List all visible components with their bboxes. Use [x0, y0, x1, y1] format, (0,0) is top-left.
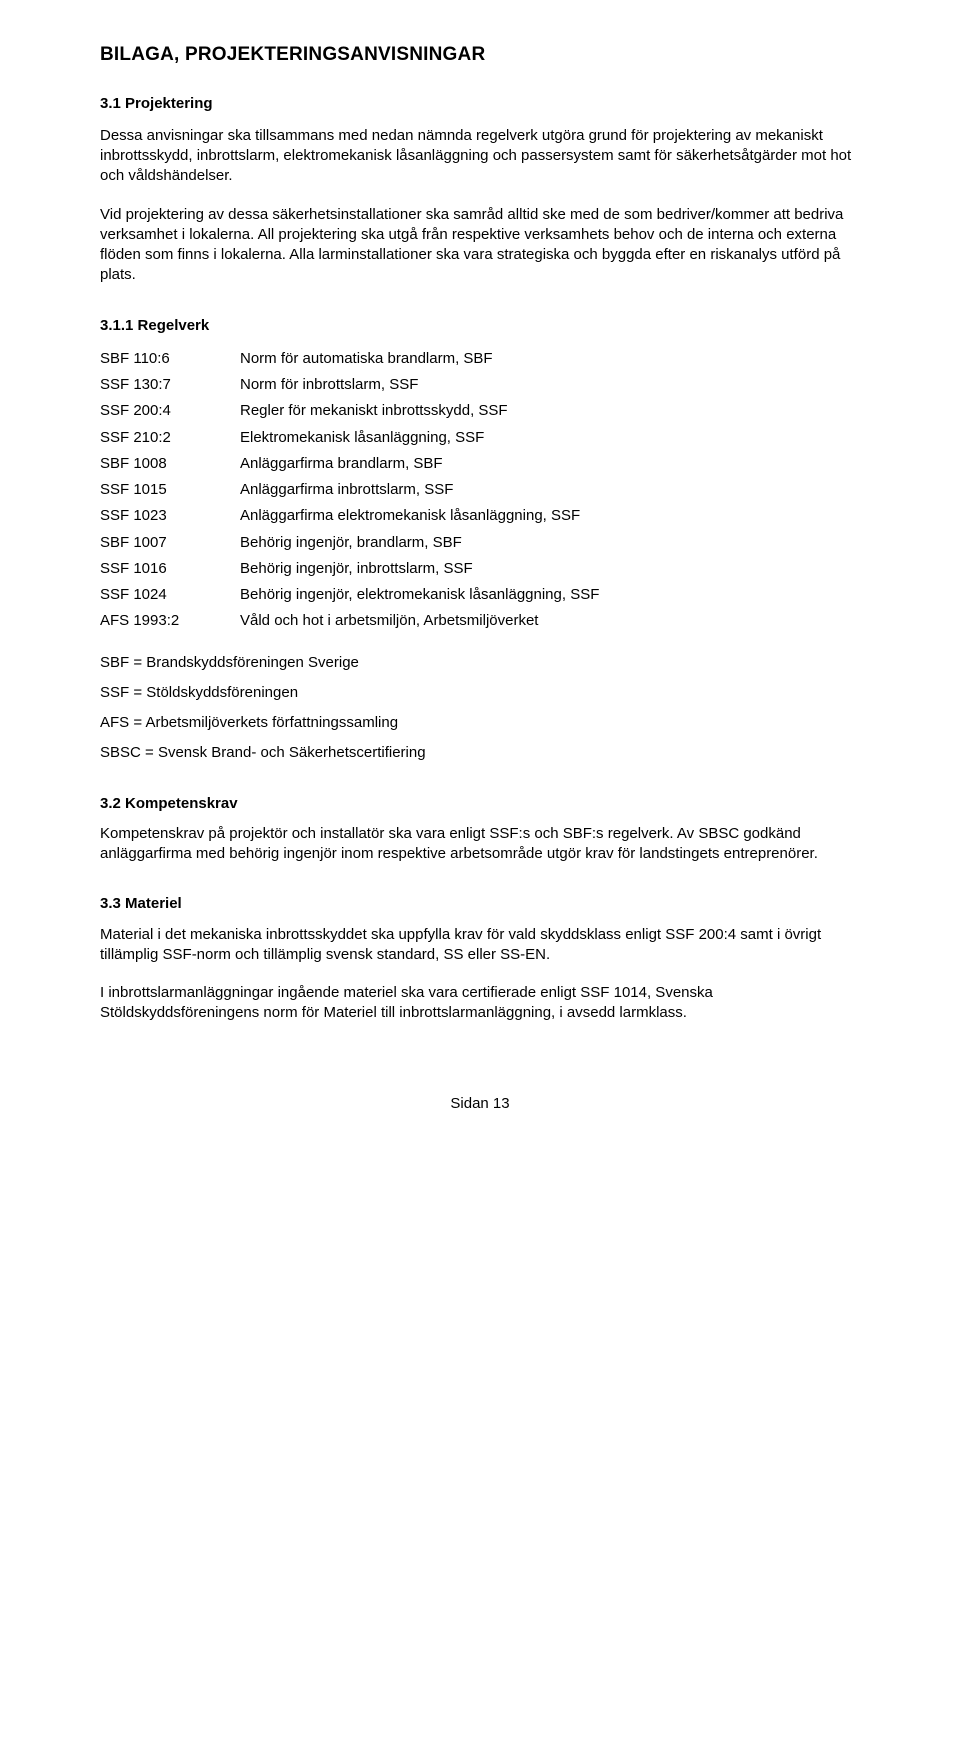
section-3-2: 3.2 Kompetenskrav Kompetenskrav på proje… — [100, 794, 860, 865]
regelverk-desc: Våld och hot i arbetsmiljön, Arbetsmiljö… — [240, 608, 599, 634]
document-title: BILAGA, PROJEKTERINGSANVISNINGAR — [100, 42, 860, 68]
table-row: SSF 200:4Regler för mekaniskt inbrottssk… — [100, 398, 599, 424]
abbreviation-line: AFS = Arbetsmiljöverkets författningssam… — [100, 713, 860, 733]
regelverk-code: SBF 1008 — [100, 451, 240, 477]
regelverk-code: SSF 1024 — [100, 582, 240, 608]
table-row: SSF 1023Anläggarfirma elektromekanisk lå… — [100, 503, 599, 529]
section-3-1-1: 3.1.1 Regelverk SBF 110:6Norm för automa… — [100, 316, 860, 764]
regelverk-desc: Regler för mekaniskt inbrottsskydd, SSF — [240, 398, 599, 424]
regelverk-code: SSF 1023 — [100, 503, 240, 529]
abbreviations-block: SBF = Brandskyddsföreningen Sverige SSF =… — [100, 653, 860, 764]
regelverk-code: SBF 1007 — [100, 530, 240, 556]
regelverk-desc: Behörig ingenjör, inbrottslarm, SSF — [240, 556, 599, 582]
table-row: SSF 1024Behörig ingenjör, elektromekanis… — [100, 582, 599, 608]
table-row: SBF 1007Behörig ingenjör, brandlarm, SBF — [100, 530, 599, 556]
heading-3-3: 3.3 Materiel — [100, 894, 860, 914]
regelverk-desc: Anläggarfirma inbrottslarm, SSF — [240, 477, 599, 503]
regelverk-desc: Behörig ingenjör, brandlarm, SBF — [240, 530, 599, 556]
table-row: AFS 1993:2Våld och hot i arbetsmiljön, A… — [100, 608, 599, 634]
table-row: SSF 130:7Norm för inbrottslarm, SSF — [100, 372, 599, 398]
regelverk-table: SBF 110:6Norm för automatiska brandlarm,… — [100, 346, 599, 635]
table-row: SSF 210:2Elektromekanisk låsanläggning, … — [100, 425, 599, 451]
regelverk-desc: Norm för inbrottslarm, SSF — [240, 372, 599, 398]
para-3-3-a: Material i det mekaniska inbrottsskyddet… — [100, 925, 860, 966]
section-3-3: 3.3 Materiel Material i det mekaniska in… — [100, 894, 860, 1023]
abbreviation-line: SSF = Stöldskyddsföreningen — [100, 683, 860, 703]
table-row: SBF 1008Anläggarfirma brandlarm, SBF — [100, 451, 599, 477]
regelverk-code: SSF 1016 — [100, 556, 240, 582]
regelverk-code: SBF 110:6 — [100, 346, 240, 372]
para-3-3-b: I inbrottslarmanläggningar ingående mate… — [100, 983, 860, 1024]
table-row: SSF 1015Anläggarfirma inbrottslarm, SSF — [100, 477, 599, 503]
regelverk-code: AFS 1993:2 — [100, 608, 240, 634]
table-row: SBF 110:6Norm för automatiska brandlarm,… — [100, 346, 599, 372]
regelverk-code: SSF 200:4 — [100, 398, 240, 424]
regelverk-desc: Behörig ingenjör, elektromekanisk låsanl… — [240, 582, 599, 608]
regelverk-code: SSF 130:7 — [100, 372, 240, 398]
heading-3-2: 3.2 Kompetenskrav — [100, 794, 860, 814]
page-number: Sidan 13 — [100, 1094, 860, 1114]
heading-3-1: 3.1 Projektering — [100, 94, 860, 114]
para-3-1-b: Vid projektering av dessa säkerhetsinsta… — [100, 205, 860, 286]
regelverk-code: SSF 210:2 — [100, 425, 240, 451]
abbreviation-line: SBSC = Svensk Brand- och Säkerhetscertif… — [100, 743, 860, 763]
abbreviation-line: SBF = Brandskyddsföreningen Sverige — [100, 653, 860, 673]
section-3-1: 3.1 Projektering Dessa anvisningar ska t… — [100, 94, 860, 286]
regelverk-desc: Norm för automatiska brandlarm, SBF — [240, 346, 599, 372]
para-3-2-a: Kompetenskrav på projektör och installat… — [100, 824, 860, 865]
regelverk-desc: Anläggarfirma elektromekanisk låsanläggn… — [240, 503, 599, 529]
table-row: SSF 1016Behörig ingenjör, inbrottslarm, … — [100, 556, 599, 582]
heading-3-1-1: 3.1.1 Regelverk — [100, 316, 860, 336]
regelverk-code: SSF 1015 — [100, 477, 240, 503]
regelverk-desc: Elektromekanisk låsanläggning, SSF — [240, 425, 599, 451]
regelverk-desc: Anläggarfirma brandlarm, SBF — [240, 451, 599, 477]
para-3-1-a: Dessa anvisningar ska tillsammans med ne… — [100, 126, 860, 187]
